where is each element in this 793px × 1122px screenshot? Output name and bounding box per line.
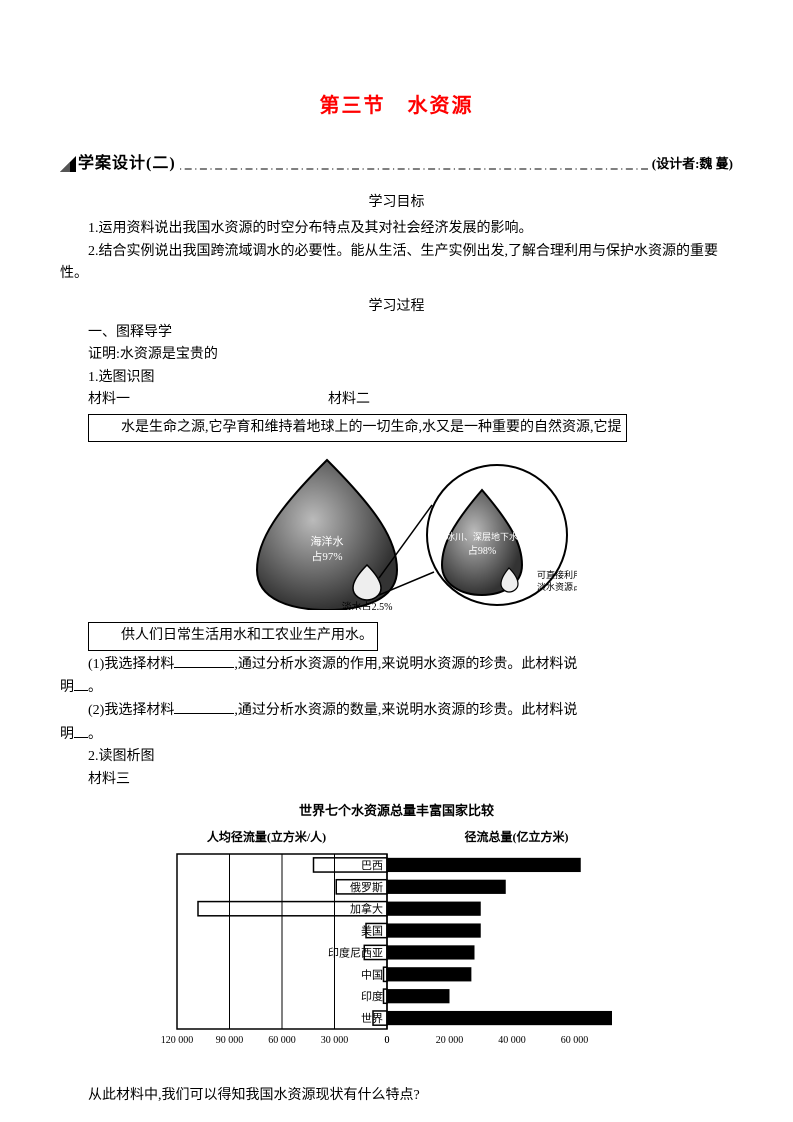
- drop-left-l2: 占97%: [311, 549, 342, 563]
- blank-1[interactable]: [174, 653, 234, 668]
- page: 第三节 水资源 学案设计(二) (设计者:魏 蔓) 学习目标 1.运用资料说出我…: [0, 0, 793, 1122]
- mat1-label: 材料一: [60, 389, 300, 411]
- proof-line: 证明:水资源是宝贵的: [60, 344, 733, 366]
- drop-right-l2: 占98%: [467, 544, 495, 557]
- boxed-text-top: 水是生命之源,它孕育和维持着地球上的一切生命,水又是一种重要的自然资源,它提: [88, 414, 627, 442]
- chart-right-label: 径流总量(亿立方米): [387, 828, 647, 847]
- q1c: 明: [60, 680, 74, 695]
- process-heading: 学习过程: [60, 296, 733, 318]
- chart-title: 世界七个水资源总量丰富国家比较: [147, 801, 647, 822]
- svg-text:40 000: 40 000: [498, 1035, 526, 1046]
- final-question: 从此材料中,我们可以得知我国水资源现状有什么特点?: [60, 1085, 733, 1107]
- svg-text:巴西: 巴西: [361, 860, 383, 872]
- svg-text:加拿大: 加拿大: [350, 902, 383, 916]
- svg-text:世界: 世界: [361, 1012, 383, 1025]
- materials-labels: 材料一 材料二: [60, 389, 733, 411]
- goal-heading: 学习目标: [60, 192, 733, 214]
- blank-3[interactable]: [174, 699, 234, 714]
- svg-text:60 000: 60 000: [268, 1035, 296, 1046]
- drop-right-l1: 冰川、深层地下水: [445, 531, 517, 542]
- q1b: ,通过分析水资源的作用,来说明水资源的珍贵。此材料说: [234, 657, 577, 672]
- question-2-cont: 明。: [60, 723, 733, 746]
- question-1-cont: 明。: [60, 676, 733, 699]
- svg-text:30 000: 30 000: [320, 1035, 348, 1046]
- svg-text:印度: 印度: [361, 989, 383, 1003]
- question-2: (2)我选择材料 ,通过分析水资源的数量,来说明水资源的珍贵。此材料说: [60, 699, 733, 722]
- svg-text:俄罗斯: 俄罗斯: [350, 881, 383, 894]
- boxed-bottom-wrap: 供人们日常生活用水和工农业生产用水。: [60, 620, 733, 652]
- goal-2: 2.结合实例说出我国跨流域调水的必要性。能从生活、生产实例出发,了解合理利用与保…: [60, 241, 733, 286]
- svg-text:20 000: 20 000: [435, 1035, 463, 1046]
- design-label: 学案设计(二): [78, 151, 176, 177]
- q1a: (1)我选择材料: [88, 657, 174, 672]
- designer-name: (设计者:魏 蔓): [652, 154, 733, 175]
- dot-separator: [180, 164, 648, 165]
- part1-heading: 一、图释导学: [60, 322, 733, 344]
- drop-left-l1: 海洋水: [310, 534, 343, 548]
- chart-left-label: 人均径流量(立方米/人): [147, 828, 387, 847]
- svg-text:60 000: 60 000: [560, 1035, 588, 1046]
- bar-chart: 世界七个水资源总量丰富国家比较 人均径流量(立方米/人) 径流总量(亿立方米) …: [147, 801, 647, 1077]
- boxed-top-wrap: 水是生命之源,它孕育和维持着地球上的一切生命,水又是一种重要的自然资源,它提: [60, 412, 733, 444]
- svg-text:90 000: 90 000: [215, 1035, 243, 1046]
- q1-period: 。: [88, 680, 102, 695]
- water-drops-figure: 海洋水 占97% 冰川、深层地下水 占98% 可直接利用的 淡水资源占0.3% …: [60, 450, 733, 618]
- drop-right-l3: 可直接利用的: [537, 569, 577, 580]
- svg-text:印度尼西亚: 印度尼西亚: [328, 945, 383, 959]
- q2a: (2)我选择材料: [88, 703, 174, 718]
- blank-2[interactable]: [74, 676, 88, 691]
- mat2-label: 材料二: [300, 389, 370, 411]
- sub2: 2.读图析图: [60, 746, 733, 768]
- sub1: 1.选图识图: [60, 367, 733, 389]
- design-header: 学案设计(二) (设计者:魏 蔓): [60, 152, 733, 176]
- drop-right-l4: 淡水资源占0.3%: [537, 581, 577, 592]
- q2b: ,通过分析水资源的数量,来说明水资源的珍贵。此材料说: [234, 703, 577, 718]
- chart-sublabels: 人均径流量(立方米/人) 径流总量(亿立方米): [147, 828, 647, 847]
- boxed-text-bottom: 供人们日常生活用水和工农业生产用水。: [88, 622, 378, 650]
- drop-center: 淡水占2.5%: [341, 600, 392, 610]
- page-title: 第三节 水资源: [60, 90, 733, 122]
- triangle-icon: [60, 156, 76, 172]
- goal-1: 1.运用资料说出我国水资源的时空分布特点及其对社会经济发展的影响。: [60, 218, 733, 240]
- mat3-label: 材料三: [60, 769, 733, 791]
- svg-text:中国: 中国: [361, 968, 383, 981]
- question-1: (1)我选择材料 ,通过分析水资源的作用,来说明水资源的珍贵。此材料说: [60, 653, 733, 676]
- blank-4[interactable]: [74, 723, 88, 738]
- svg-text:120 000: 120 000: [160, 1035, 193, 1046]
- svg-text:0: 0: [384, 1035, 389, 1046]
- svg-text:美国: 美国: [361, 925, 383, 938]
- q2c: 明: [60, 727, 74, 742]
- chart-svg: 120 00090 00060 00030 0000020 00040 0006…: [147, 849, 647, 1069]
- q2-period: 。: [88, 727, 102, 742]
